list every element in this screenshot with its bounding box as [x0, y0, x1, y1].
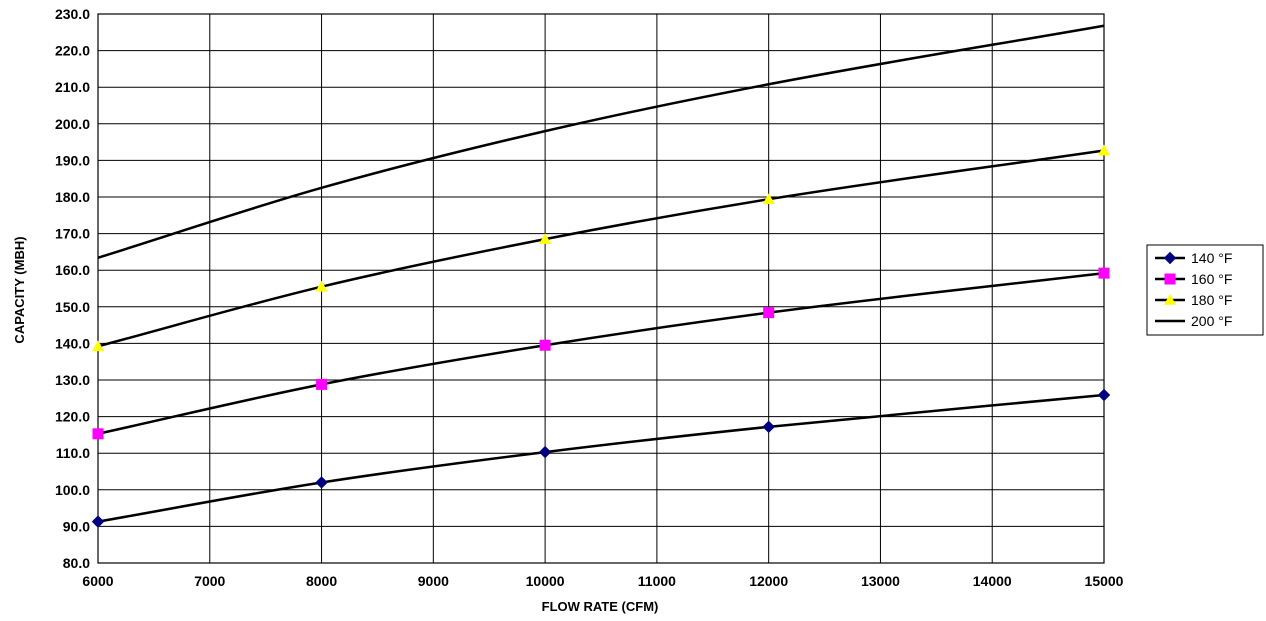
- y-tick-label: 140.0: [55, 335, 90, 351]
- x-tick-label: 11000: [638, 573, 676, 589]
- y-tick-label: 180.0: [55, 189, 90, 205]
- y-tick-label: 150.0: [55, 299, 90, 315]
- data-point: [539, 233, 552, 244]
- data-point: [315, 280, 328, 292]
- x-tick-label: 10000: [526, 573, 565, 589]
- legend-marker: [1164, 294, 1176, 305]
- data-point: [1097, 388, 1111, 402]
- y-tick-label: 80.0: [63, 555, 90, 571]
- y-tick-label: 200.0: [55, 116, 90, 132]
- y-axis-title: CAPACITY (MBH): [12, 236, 27, 343]
- data-point: [316, 378, 328, 390]
- data-point: [538, 445, 552, 459]
- x-tick-label: 14000: [973, 573, 1012, 589]
- x-tick-label: 7000: [194, 573, 225, 589]
- y-tick-label: 210.0: [55, 79, 90, 95]
- data-point: [1098, 267, 1110, 279]
- legend-label: 140 °F: [1191, 250, 1232, 266]
- series-line: [97, 271, 1105, 436]
- legend-label: 160 °F: [1191, 271, 1232, 287]
- y-axis-ticks: 80.0 90.0 100.0 110.0 120.0 130.0 140.0 150.0 16…: [55, 6, 90, 571]
- series-line: [97, 149, 1105, 348]
- data-point: [92, 340, 104, 352]
- series-line: [97, 393, 1105, 523]
- y-tick-label: 160.0: [55, 262, 90, 278]
- legend-label: 180 °F: [1191, 292, 1232, 308]
- legend-marker: [1163, 251, 1177, 265]
- x-tick-label: 13000: [861, 573, 900, 589]
- y-tick-label: 90.0: [63, 518, 90, 534]
- data-point: [762, 193, 775, 204]
- x-tick-label: 8000: [306, 573, 337, 589]
- series-lines: [97, 24, 1105, 523]
- y-tick-label: 120.0: [55, 409, 90, 425]
- grid: [97, 13, 1105, 564]
- data-point: [762, 420, 775, 434]
- y-tick-label: 110.0: [56, 445, 90, 461]
- series-line: [97, 24, 1105, 259]
- data-point: [92, 428, 104, 440]
- legend: 140 °F 160 °F 180 °F 200 °F: [1146, 244, 1264, 336]
- x-tick-label: 9000: [418, 573, 449, 589]
- series-markers: [91, 144, 1111, 528]
- plot-frame: [97, 13, 1105, 564]
- legend-label: 200 °F: [1191, 313, 1232, 329]
- y-tick-label: 100.0: [55, 482, 90, 498]
- data-point: [763, 307, 775, 319]
- legend-marker: [1164, 273, 1176, 285]
- data-point: [91, 515, 105, 528]
- y-tick-label: 190.0: [55, 152, 90, 168]
- x-axis-title: FLOW RATE (CFM): [542, 599, 659, 614]
- data-point: [539, 339, 551, 351]
- y-tick-label: 220.0: [55, 43, 90, 59]
- x-tick-label: 15000: [1085, 573, 1124, 589]
- data-point: [1098, 144, 1110, 156]
- y-tick-label: 230.0: [55, 6, 90, 22]
- x-axis-ticks: 6000 7000 8000 9000 10000 11000 12000 13000 1400…: [82, 573, 1123, 589]
- x-tick-label: 12000: [749, 573, 788, 589]
- data-point: [315, 476, 328, 489]
- y-tick-label: 130.0: [55, 372, 90, 388]
- x-tick-label: 6000: [82, 573, 113, 589]
- y-tick-label: 170.0: [55, 226, 90, 242]
